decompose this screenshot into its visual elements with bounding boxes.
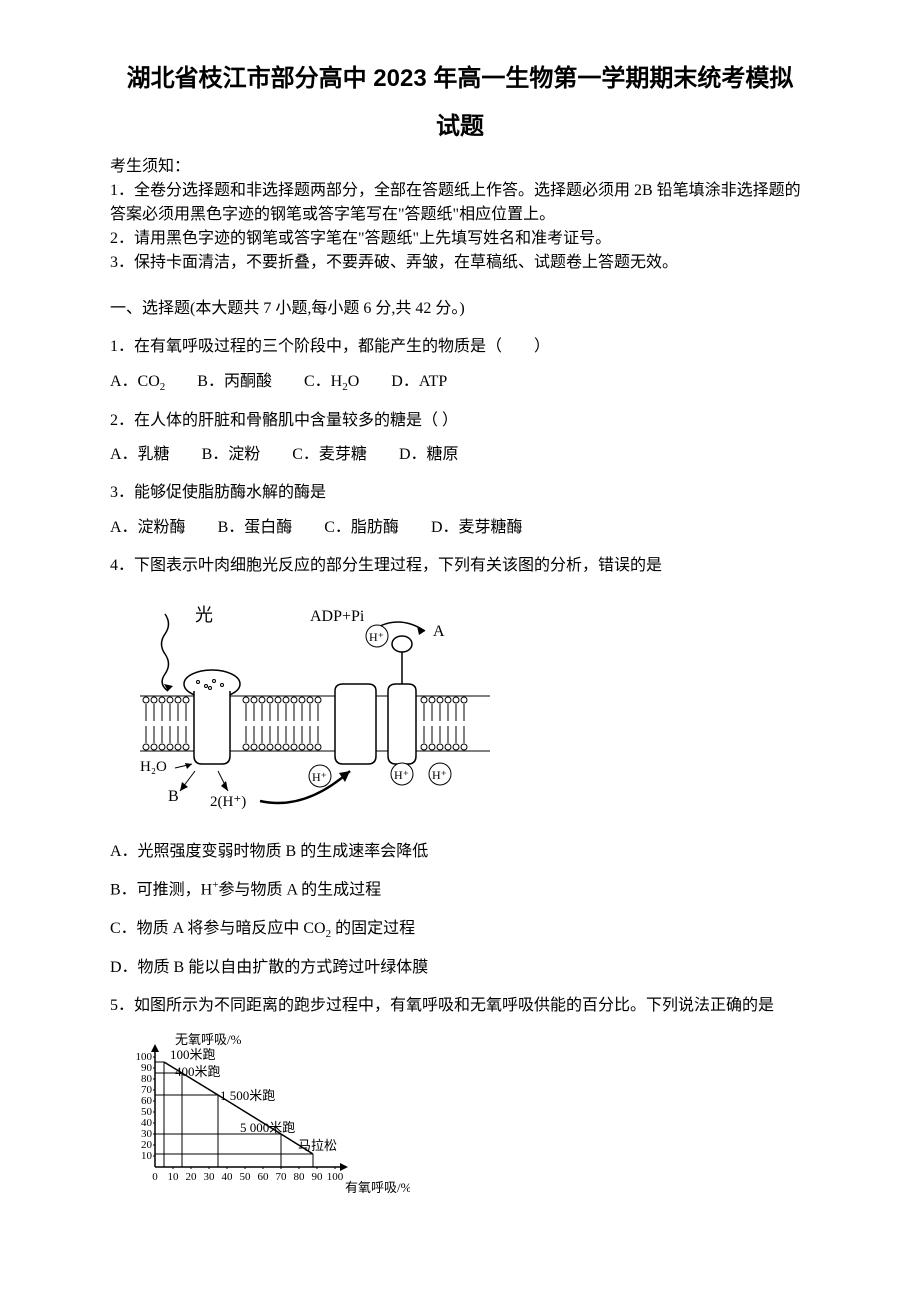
notice-1: 1．全卷分选择题和非选择题两部分，全部在答题纸上作答。选择题必须用 2B 铅笔填…: [110, 179, 810, 227]
svg-text:80: 80: [294, 1171, 306, 1183]
svg-text:10: 10: [141, 1150, 153, 1162]
q2-stem: 2．在人体的肝脏和骨骼肌中含量较多的糖是（ ）: [110, 406, 810, 436]
q4-option-b: B．可推测，H+参与物质 A 的生成过程: [110, 875, 810, 906]
q1-options: A．CO2 B．丙酮酸 C．H2O D．ATP: [110, 367, 810, 398]
q2-option-a: A．乳糖: [110, 446, 170, 463]
q4-option-d: D．物质 B 能以自由扩散的方式跨过叶绿体膜: [110, 953, 810, 983]
q4-diagram: 光: [140, 596, 810, 821]
x-axis-label: 有氧呼吸/%: [345, 1180, 410, 1195]
svg-text:60: 60: [258, 1171, 270, 1183]
q4-option-a: A．光照强度变弱时物质 B 的生成速率会降低: [110, 837, 810, 867]
series-100m: 100米跑: [170, 1047, 216, 1062]
exam-title-line2: 试题: [110, 106, 810, 141]
q5-stem: 5．如图所示为不同距离的跑步过程中，有氧呼吸和无氧呼吸供能的百分比。下列说法正确…: [110, 991, 810, 1021]
label-light: 光: [195, 605, 213, 625]
notice-2: 2．请用黑色字迹的钢笔或答字笔在"答题纸"上先填写姓名和准考证号。: [110, 227, 810, 251]
label-hplus-4: H⁺: [432, 768, 447, 782]
series-1500m: 1 500米跑: [220, 1088, 275, 1103]
q1-option-a: A．CO2: [110, 373, 165, 390]
q4-stem: 4．下图表示叶肉细胞光反应的部分生理过程，下列有关该图的分析，错误的是: [110, 551, 810, 581]
svg-text:40: 40: [222, 1171, 234, 1183]
q5-chart: 无氧呼吸/% 100 90 80 70 60 50 40 30 20 10: [120, 1032, 810, 1202]
q2-option-d: D．糖原: [399, 446, 459, 463]
label-hplus-3: H⁺: [394, 768, 409, 782]
section-heading: 一、选择题(本大题共 7 小题,每小题 6 分,共 42 分。): [110, 295, 810, 324]
svg-text:30: 30: [204, 1171, 216, 1183]
q2-option-c: C．麦芽糖: [292, 446, 367, 463]
q2-options: A．乳糖 B．淀粉 C．麦芽糖 D．糖原: [110, 440, 810, 470]
y-axis-label: 无氧呼吸/%: [175, 1032, 242, 1047]
q1-option-c: C．H2O: [304, 373, 359, 390]
label-hplus-top: H⁺: [369, 630, 384, 644]
series-5000m: 5 000米跑: [240, 1120, 295, 1135]
q1-stem: 1．在有氧呼吸过程的三个阶段中，都能产生的物质是（ ）: [110, 332, 810, 362]
label-adp-pi: ADP+Pi: [310, 608, 365, 625]
exam-page: 湖北省枝江市部分高中 2023 年高一生物第一学期期末统考模拟 试题 考生须知：…: [0, 0, 920, 1302]
q3-stem: 3．能够促使脂肪酶水解的酶是: [110, 478, 810, 508]
q3-option-a: A．淀粉酶: [110, 519, 186, 536]
svg-text:0: 0: [152, 1171, 158, 1183]
svg-text:70: 70: [276, 1171, 288, 1183]
exam-title-line1: 湖北省枝江市部分高中 2023 年高一生物第一学期期末统考模拟: [110, 60, 810, 98]
q4-option-c: C．物质 A 将参与暗反应中 CO2 的固定过程: [110, 914, 810, 945]
label-2h: 2(H⁺): [210, 794, 246, 810]
label-b: B: [168, 788, 179, 805]
svg-text:10: 10: [168, 1171, 180, 1183]
q1-option-d: D．ATP: [391, 373, 447, 390]
series-marathon: 马拉松: [298, 1138, 337, 1153]
lipid-top: [143, 697, 467, 703]
svg-text:50: 50: [240, 1171, 252, 1183]
label-h2o: H₂O: [140, 759, 167, 775]
q3-option-c: C．脂肪酶: [324, 519, 399, 536]
q2-option-b: B．淀粉: [202, 446, 261, 463]
notice-3: 3．保持卡面清洁，不要折叠，不要弄破、弄皱，在草稿纸、试题卷上答题无效。: [110, 251, 810, 275]
q3-option-b: B．蛋白酶: [218, 519, 293, 536]
svg-text:20: 20: [186, 1171, 198, 1183]
svg-text:100: 100: [327, 1171, 344, 1183]
label-hplus-2: H⁺: [312, 770, 327, 784]
q3-options: A．淀粉酶 B．蛋白酶 C．脂肪酶 D．麦芽糖酶: [110, 513, 810, 543]
q3-option-d: D．麦芽糖酶: [431, 519, 523, 536]
q1-option-b: B．丙酮酸: [197, 373, 272, 390]
svg-text:90: 90: [312, 1171, 324, 1183]
notice-heading: 考生须知：: [110, 155, 810, 179]
series-400m: 400米跑: [175, 1064, 221, 1079]
label-a: A: [433, 623, 445, 640]
